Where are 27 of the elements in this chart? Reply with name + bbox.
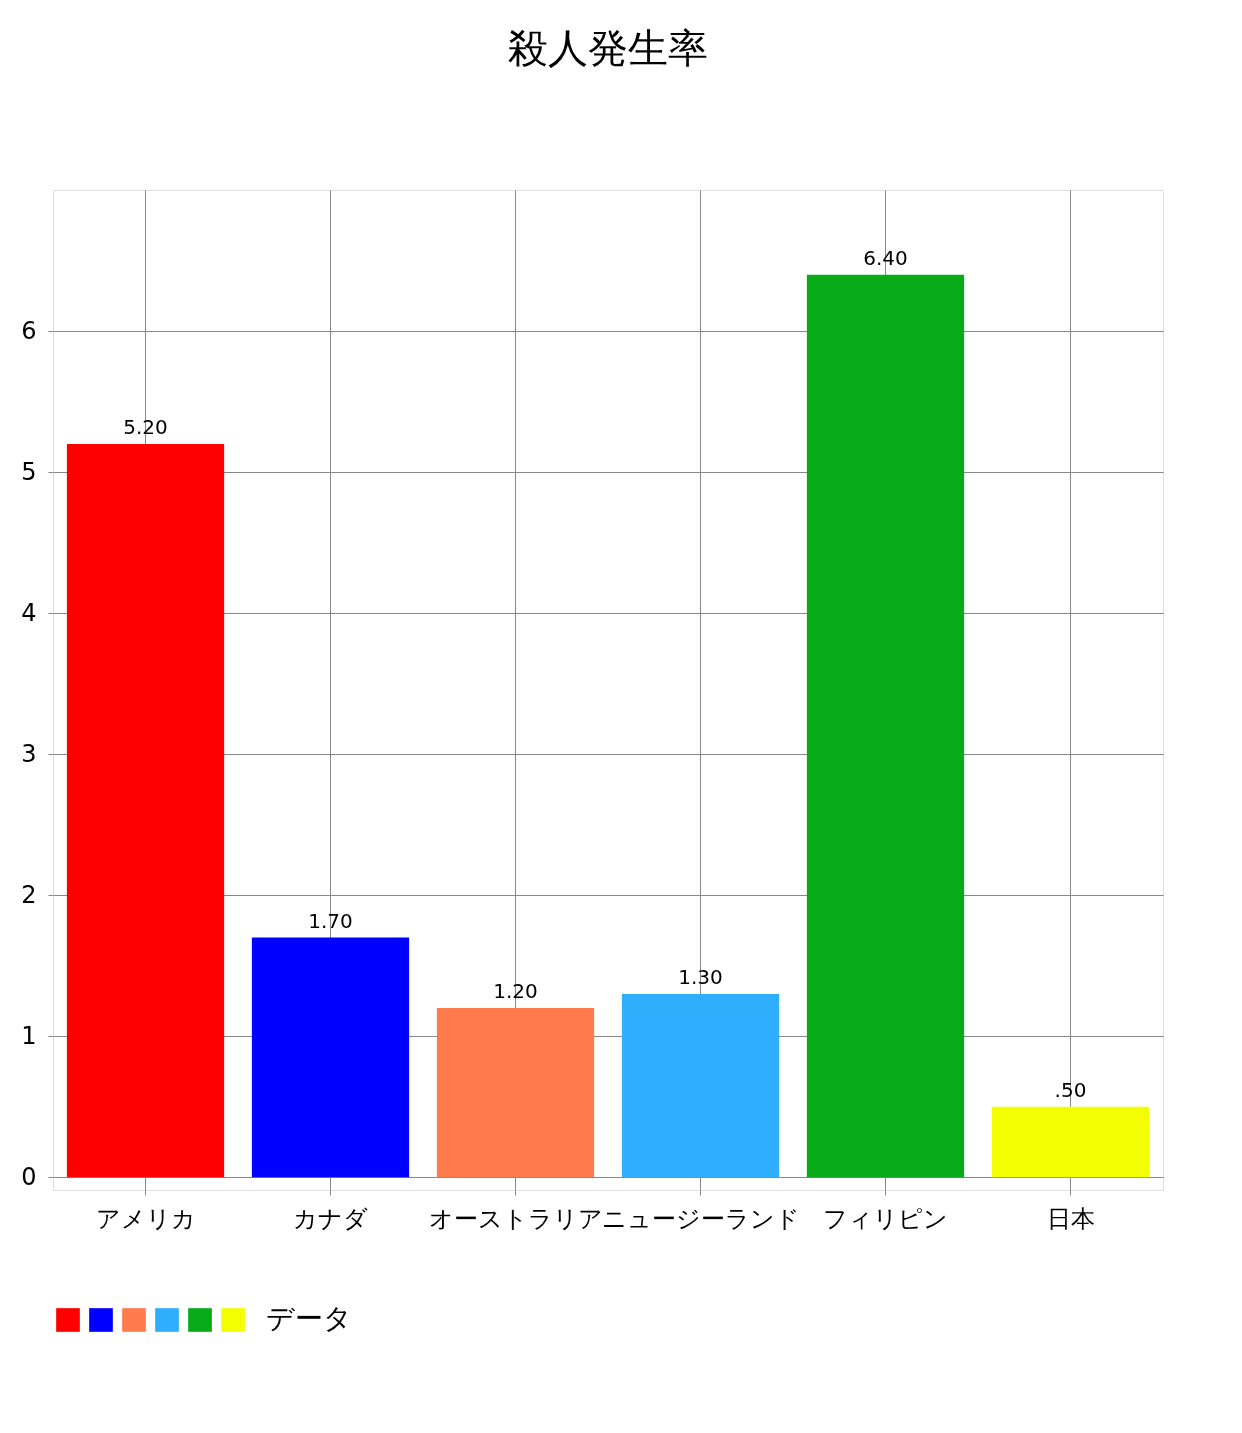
bar [806,274,965,1178]
x-tick-label: 日本 [1046,1204,1095,1233]
x-tick-label: アメリカ [95,1204,196,1233]
data-label: 5.20 [123,414,168,439]
bar [66,443,225,1178]
legend-label: データ [266,1302,352,1335]
bar [621,993,780,1178]
y-tick-label: 2 [21,880,37,909]
data-label: 1.20 [493,979,538,1004]
x-tick-label: ニュージーランド [601,1204,800,1233]
data-label: .50 [1054,1077,1087,1102]
x-tick-label: カナダ [293,1204,368,1233]
y-tick-label: 6 [21,316,37,345]
x-tick-label: フィリピン [823,1204,948,1233]
y-tick-label: 0 [21,1162,37,1191]
data-label: 1.30 [678,964,723,989]
y-tick-label: 1 [21,1021,37,1050]
data-label: 1.70 [308,908,353,933]
y-tick-label: 5 [21,457,37,486]
chart-title: 殺人発生率 [508,25,708,71]
data-label: 6.40 [863,245,908,270]
bar [251,937,410,1178]
y-tick-label: 4 [21,598,37,627]
bar [436,1008,595,1178]
bar [991,1106,1150,1178]
y-tick-label: 3 [21,739,37,768]
x-tick-label: オーストラリア [428,1204,603,1233]
